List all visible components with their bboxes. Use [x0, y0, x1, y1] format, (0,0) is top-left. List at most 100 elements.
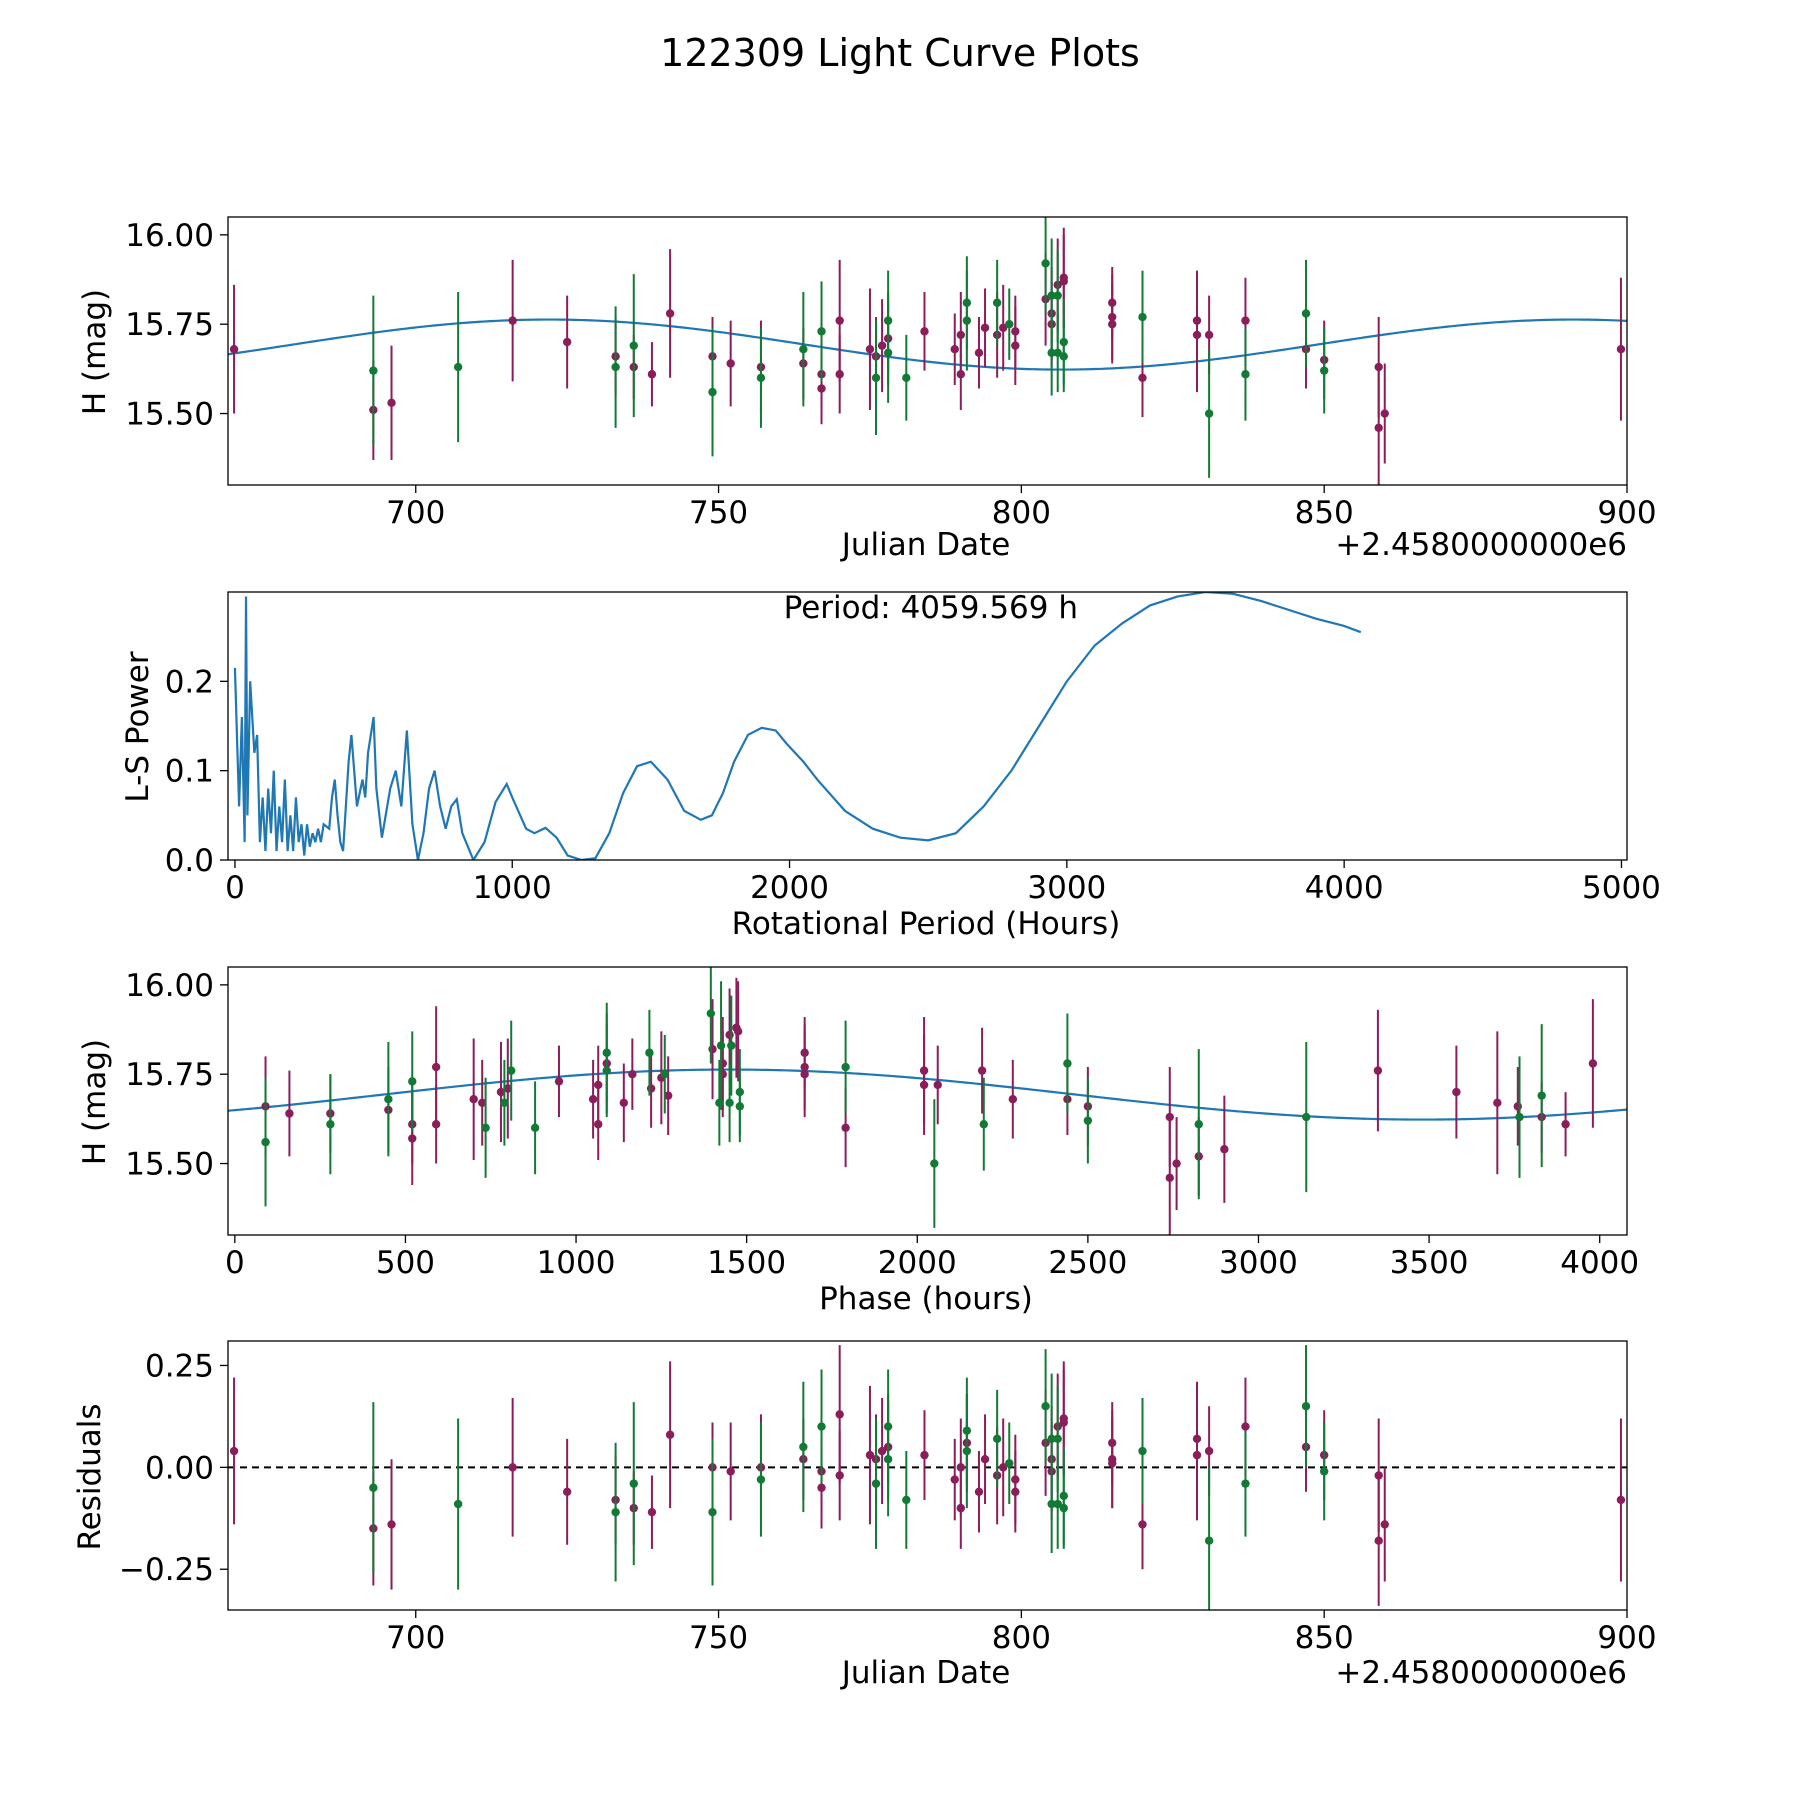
periodogram-xtick-label: 2000: [750, 870, 829, 906]
residuals-data-point: [920, 1450, 929, 1460]
periodogram-axes-frame: [227, 591, 1628, 861]
lightcurve-data-point: [877, 341, 887, 350]
phased-data-point: [1373, 1066, 1383, 1075]
phased-data-point: [594, 1080, 603, 1090]
residuals-data-point: [1616, 1495, 1626, 1505]
lightcurve-plot-area: [228, 217, 1627, 485]
residuals-data-point: [962, 1426, 972, 1435]
phased-data-point: [645, 1048, 654, 1057]
lightcurve-data-point: [453, 362, 463, 372]
residuals-data-point: [611, 1507, 620, 1517]
phased-data-point: [478, 1098, 487, 1107]
residuals-data-point: [799, 1442, 808, 1452]
phased-data-point: [507, 1066, 516, 1075]
lightcurve-data-point: [883, 316, 893, 325]
phased-ytick-label: 16.00: [125, 968, 214, 1004]
phased-data-point: [1302, 1112, 1311, 1122]
lightcurve-xtick-label: 900: [1597, 495, 1656, 531]
phased-data-point: [1165, 1112, 1174, 1122]
phased-data-point: [326, 1120, 335, 1129]
lightcurve-data-point: [369, 366, 378, 375]
lightcurve-data-point: [1053, 348, 1062, 357]
lightcurve-panel: H (mag) Julian Date +2.4580000000e6 700 7…: [77, 216, 1657, 563]
phased-data-point: [1165, 1173, 1174, 1183]
lightcurve-data-point: [647, 370, 657, 379]
phased-data-point: [469, 1095, 478, 1104]
lightcurve-series-magenta: [229, 227, 1626, 485]
residuals-data-point: [665, 1430, 675, 1439]
phased-data-point: [933, 1080, 942, 1090]
residuals-data-point: [1005, 1459, 1014, 1468]
lightcurve-data-point: [1319, 366, 1329, 375]
phased-data-point: [735, 1087, 745, 1097]
lightcurve-data-point: [902, 373, 911, 382]
phased-series-magenta: [261, 977, 1598, 1235]
phased-data-point: [715, 1098, 724, 1107]
residuals-data-point: [835, 1410, 844, 1419]
lightcurve-data-point: [611, 362, 620, 372]
residuals-data-point: [629, 1479, 638, 1488]
lightcurve-data-point: [956, 330, 966, 340]
phased-data-point: [1493, 1098, 1502, 1107]
lightcurve-data-point: [962, 298, 972, 307]
phased-ytick-label: 15.75: [125, 1057, 214, 1093]
phased-data-point: [285, 1109, 294, 1118]
phased-axes-frame: [227, 966, 1628, 1236]
phased-data-point: [1513, 1102, 1523, 1111]
lightcurve-data-point: [562, 337, 572, 347]
residuals-data-point: [1059, 1418, 1068, 1427]
residuals-xtick-label: 900: [1597, 1620, 1656, 1656]
phased-data-point: [500, 1098, 509, 1107]
residuals-data-point: [817, 1422, 826, 1431]
residuals-data-point: [1011, 1487, 1020, 1497]
lightcurve-xtick-label: 850: [1295, 495, 1354, 531]
phased-data-point: [646, 1084, 656, 1093]
phased-data-point: [1515, 1112, 1524, 1122]
periodogram-ylabel: L-S Power: [120, 651, 156, 802]
lightcurve-data-point: [1108, 298, 1117, 307]
phased-data-point: [1561, 1120, 1570, 1129]
residuals-data-point: [708, 1507, 717, 1517]
phased-xtick-label: 4000: [1560, 1245, 1639, 1281]
phased-panel: H (mag) Phase (hours) 0 500 1000 1500 2000 25…: [77, 966, 1639, 1317]
periodogram-ytick-label: 0.0: [165, 843, 214, 879]
phased-data-point: [800, 1048, 809, 1057]
lightcurve-data-point: [817, 384, 826, 393]
phased-data-point: [725, 1098, 734, 1107]
phased-data-point: [919, 1066, 929, 1075]
lightcurve-data-point: [1616, 345, 1626, 354]
lightcurve-data-point: [229, 345, 239, 354]
residuals-data-point: [1241, 1479, 1250, 1488]
lightcurve-data-point: [756, 373, 766, 382]
residuals-data-point: [992, 1434, 1002, 1444]
residuals-data-point: [1138, 1520, 1147, 1529]
phased-data-point: [594, 1120, 603, 1129]
residuals-data-point: [1053, 1499, 1062, 1509]
phased-xtick-label: 2500: [1048, 1245, 1127, 1281]
residuals-data-point: [1059, 1491, 1068, 1501]
lightcurve-data-point: [1005, 320, 1014, 329]
lightcurve-xlabel: Julian Date: [840, 527, 1011, 563]
residuals-data-point: [726, 1467, 735, 1476]
residuals-data-point: [1053, 1434, 1062, 1444]
residuals-data-point: [999, 1463, 1008, 1472]
residuals-data-point: [453, 1499, 463, 1509]
lightcurve-data-point: [974, 348, 984, 357]
residuals-xtick-label: 700: [386, 1620, 445, 1656]
period-annotation: Period: 4059.569 h: [784, 590, 1078, 626]
periodogram-xtick-label: 4000: [1305, 870, 1384, 906]
residuals-axes-frame: [227, 1340, 1628, 1611]
lightcurve-data-point: [1059, 337, 1068, 347]
residuals-data-point: [1047, 1434, 1056, 1444]
periodogram-xtick-label: 3000: [1027, 870, 1106, 906]
residuals-xtick-label: 750: [689, 1620, 748, 1656]
lightcurve-data-point: [1011, 327, 1020, 336]
lightcurve-data-point: [665, 309, 675, 318]
phased-data-point: [1172, 1159, 1181, 1168]
residuals-ytick-label: −0.25: [119, 1552, 214, 1588]
phased-data-point: [979, 1120, 989, 1129]
residuals-data-point: [1108, 1438, 1117, 1448]
periodogram-ytick-label: 0.2: [165, 664, 214, 700]
residuals-xlabel: Julian Date: [840, 1655, 1011, 1691]
lightcurve-x-offset: +2.4580000000e6: [1335, 527, 1627, 563]
